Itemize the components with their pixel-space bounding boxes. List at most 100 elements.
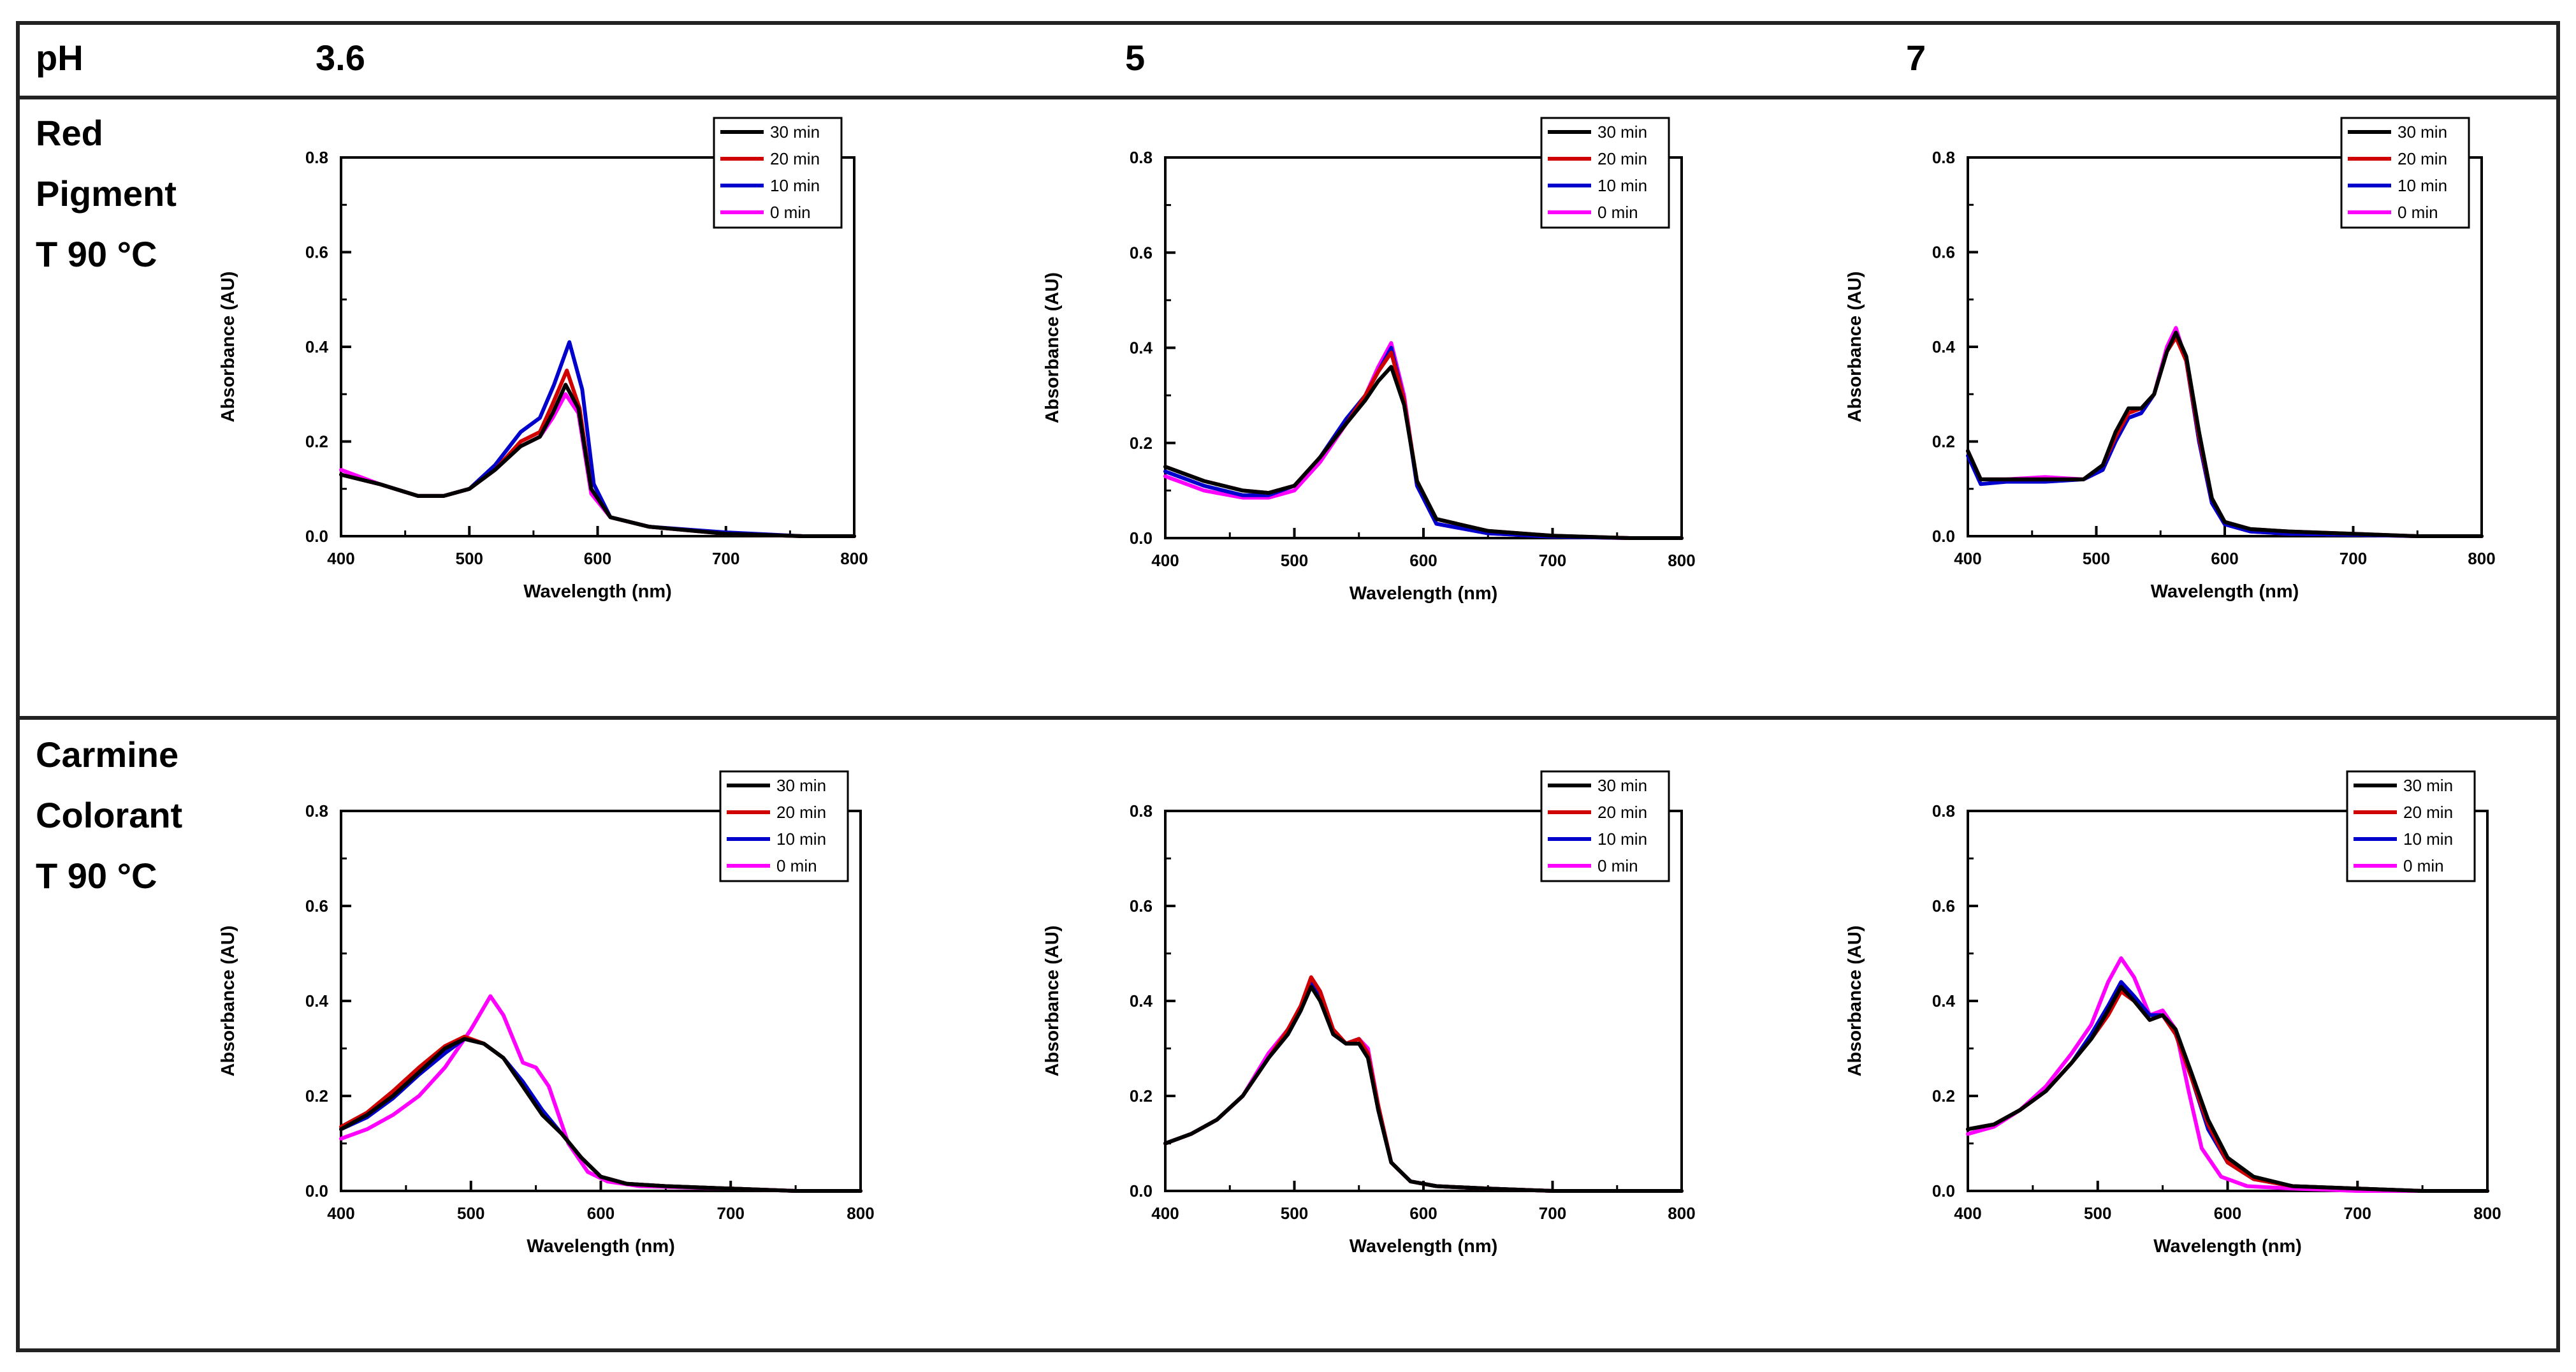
legend-label: 10 min [1597, 176, 1647, 195]
y-tick-label: 0.8 [1130, 148, 1153, 167]
legend-label: 10 min [776, 829, 826, 849]
chart-carmine-colorant-ph-7: 400 500 600 700 800 0.0 0.2 0.4 0.6 0.8 Wavelength… [1845, 770, 2501, 1257]
y-tick-label: 0.8 [1130, 801, 1153, 821]
x-axis-label: Wavelength (nm) [527, 1236, 675, 1257]
x-tick-label: 700 [717, 1204, 745, 1223]
y-tick-label: 0.6 [1130, 896, 1153, 916]
x-tick-label: 500 [1281, 1204, 1308, 1223]
series-line-30-min [1163, 984, 1684, 1193]
series-line-30-min [339, 1037, 862, 1193]
legend: 30 min 20 min 10 min 0 min [1540, 117, 1670, 229]
y-tick-label: 0.2 [305, 432, 328, 451]
legend: 30 min 20 min 10 min 0 min [2346, 770, 2476, 882]
y-tick-label: 0.4 [1130, 991, 1153, 1011]
y-tick-label: 0.6 [305, 243, 328, 262]
y-tick-label: 0.4 [305, 337, 329, 356]
x-axis-label: Wavelength (nm) [523, 581, 672, 602]
y-tick-label: 0.0 [305, 1181, 328, 1200]
legend-label: 30 min [776, 776, 826, 795]
x-tick-label: 800 [1668, 1204, 1695, 1223]
y-axis-label: Absorbance (AU) [1845, 926, 1865, 1077]
legend-label: 10 min [2403, 829, 2453, 849]
x-tick-label: 400 [327, 549, 354, 568]
legend-box [1540, 117, 1670, 229]
x-axis-label: Wavelength (nm) [2151, 581, 2299, 602]
y-tick-label: 0.0 [1932, 1181, 1955, 1200]
y-axis-label: Absorbance (AU) [1845, 272, 1865, 423]
x-tick-label: 800 [2473, 1204, 2501, 1223]
series-line-0-min [1163, 975, 1684, 1193]
series-line-0-min [1966, 326, 2484, 538]
legend-label: 30 min [1597, 776, 1647, 795]
legend-box [713, 117, 843, 229]
y-tick-label: 0.4 [1932, 991, 1956, 1011]
y-tick-label: 0.4 [1130, 339, 1153, 358]
legend-label: 30 min [2398, 122, 2447, 142]
series-line-30-min [1163, 365, 1684, 540]
series-line-20-min [1966, 335, 2484, 538]
y-axis-label: Absorbance (AU) [1042, 272, 1063, 423]
x-tick-label: 500 [2084, 1204, 2111, 1223]
y-tick-label: 0.2 [1130, 434, 1153, 453]
series-line-10-min [339, 1037, 862, 1193]
y-tick-label: 0.4 [1932, 337, 1956, 356]
row-label-line: Carmine [36, 734, 178, 775]
legend-label: 20 min [2398, 149, 2447, 168]
legend-label: 0 min [770, 203, 811, 222]
x-tick-label: 600 [1409, 551, 1437, 570]
series-line-10-min [1163, 980, 1684, 1193]
legend: 30 min 20 min 10 min 0 min [713, 117, 843, 229]
x-tick-label: 600 [584, 549, 611, 568]
x-tick-label: 400 [1954, 549, 1981, 568]
chart-red-pigment-ph-7: 400 500 600 700 800 0.0 0.2 0.4 0.6 0.8 Wavelength… [1845, 117, 2496, 602]
y-tick-label: 0.6 [1932, 896, 1955, 916]
x-tick-label: 800 [2468, 549, 2495, 568]
y-tick-label: 0.0 [1932, 527, 1955, 546]
legend-box [1540, 770, 1670, 882]
ph-value-3: 7 [1906, 38, 1926, 78]
y-tick-label: 0.6 [1130, 243, 1153, 262]
row-label-red-pigment: Red Pigment T 90 °C [36, 113, 177, 274]
legend-label: 0 min [2398, 203, 2438, 222]
x-axis-label: Wavelength (nm) [1350, 583, 1498, 604]
legend-label: 0 min [776, 856, 817, 875]
series-line-0-min [339, 392, 856, 538]
series-line-30-min [1966, 330, 2484, 538]
legend-label: 30 min [770, 122, 820, 142]
y-tick-label: 0.2 [1932, 432, 1955, 451]
row-label-line: T 90 °C [36, 234, 157, 274]
table-border [16, 21, 2560, 1352]
legend-label: 10 min [770, 176, 820, 195]
legend: 30 min 20 min 10 min 0 min [1540, 770, 1670, 882]
x-tick-label: 400 [327, 1204, 354, 1223]
y-tick-label: 0.6 [305, 896, 328, 916]
legend-box [2346, 770, 2476, 882]
x-axis-label: Wavelength (nm) [1350, 1236, 1498, 1257]
y-tick-label: 0.8 [305, 148, 328, 167]
x-tick-label: 700 [2340, 549, 2367, 568]
x-tick-label: 400 [1954, 1204, 1981, 1223]
y-tick-label: 0.0 [1130, 1181, 1153, 1200]
legend-label: 20 min [1597, 803, 1647, 822]
x-tick-label: 400 [1151, 551, 1179, 570]
series-line-0-min [1966, 956, 2489, 1193]
x-tick-label: 700 [1539, 1204, 1566, 1223]
x-tick-label: 400 [1151, 1204, 1179, 1223]
legend-label: 20 min [770, 149, 820, 168]
series-line-10-min [1966, 330, 2484, 538]
legend: 30 min 20 min 10 min 0 min [719, 770, 849, 882]
series-line-30-min [1966, 984, 2489, 1193]
row-label-carmine-colorant: Carmine Colorant T 90 °C [36, 734, 182, 896]
y-axis-label: Absorbance (AU) [218, 272, 238, 423]
y-tick-label: 0.8 [1932, 148, 1955, 167]
y-tick-label: 0.4 [305, 991, 329, 1011]
x-tick-label: 700 [712, 549, 739, 568]
series-line-20-min [339, 1034, 862, 1193]
ph-header-label: pH [36, 38, 84, 78]
y-tick-label: 0.2 [305, 1086, 328, 1106]
legend-label: 20 min [2403, 803, 2453, 822]
x-tick-label: 800 [847, 1204, 874, 1223]
x-tick-label: 600 [2211, 549, 2238, 568]
legend-label: 30 min [2403, 776, 2453, 795]
